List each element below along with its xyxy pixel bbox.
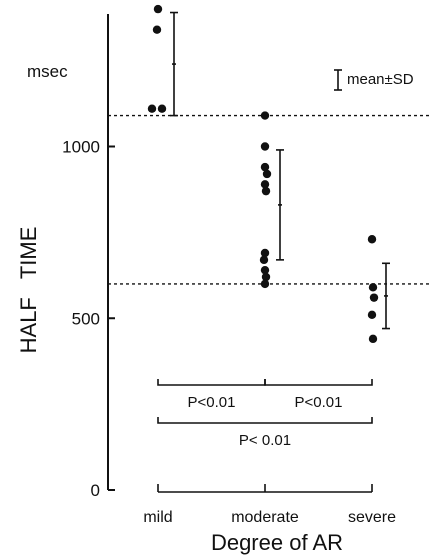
data-point-mild	[157, 104, 167, 113]
legend: mean±SD	[334, 69, 414, 91]
data-point-severe	[367, 310, 377, 320]
data-point-moderate	[260, 180, 270, 189]
data-point-moderate	[260, 162, 270, 172]
comparison-bracket	[157, 379, 266, 386]
data-point-moderate	[260, 111, 270, 120]
comparison-bracket	[157, 417, 373, 424]
comparison-bracket	[264, 379, 373, 386]
y-tick-label: 500	[72, 309, 100, 328]
x-categories: mild moderate severe	[143, 484, 396, 526]
data-point-mild	[152, 25, 162, 34]
y-unit-label: msec	[27, 62, 68, 81]
y-axis-title: HALF TIME	[16, 227, 41, 354]
data-point-moderate	[261, 272, 271, 282]
data-point-moderate	[260, 142, 270, 151]
data-point-severe	[368, 334, 378, 344]
data-point-moderate	[260, 279, 270, 289]
data-point-mild	[147, 104, 157, 113]
comparison-label: P<0.01	[188, 394, 236, 411]
x-axis-title: Degree of AR	[211, 530, 343, 555]
y-tick-label: 0	[91, 481, 100, 500]
error-bars	[170, 11, 390, 330]
legend-label: mean±SD	[347, 71, 414, 88]
reference-lines	[108, 114, 430, 285]
data-point-severe	[369, 293, 379, 302]
data-point-moderate	[261, 186, 271, 196]
x-tick-label: moderate	[231, 509, 299, 526]
y-tick-label: 1000	[62, 138, 100, 157]
data-point-mild	[153, 4, 163, 14]
x-tick-label: mild	[143, 509, 172, 526]
data-point-moderate	[260, 265, 270, 275]
data-point-severe	[368, 283, 378, 292]
comparisons: P<0.01 P<0.01 P< 0.01	[157, 379, 373, 449]
comparison-label: P<0.01	[295, 394, 343, 411]
data-point-moderate	[260, 248, 270, 258]
axes: 0 500 1000	[62, 14, 115, 500]
comparison-label: P< 0.01	[239, 432, 291, 449]
data-point-severe	[367, 235, 377, 244]
data-points	[147, 4, 379, 344]
data-point-moderate	[259, 255, 269, 265]
data-point-moderate	[262, 169, 272, 179]
x-tick-label: severe	[348, 509, 396, 526]
